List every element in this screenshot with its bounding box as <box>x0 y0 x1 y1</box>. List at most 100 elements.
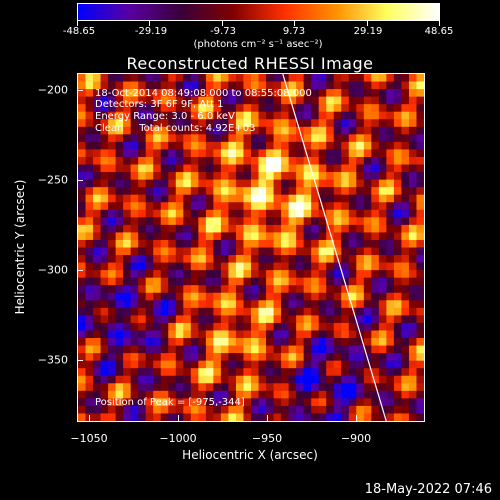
heatmap-pixel <box>213 292 222 301</box>
heatmap-pixel <box>213 96 222 105</box>
heatmap-pixel <box>220 172 230 181</box>
heatmap-pixel <box>168 338 177 347</box>
heatmap-pixel <box>198 96 207 105</box>
heatmap-pixel <box>190 300 199 309</box>
heatmap-pixel <box>145 74 154 83</box>
heatmap-pixel <box>145 383 154 392</box>
heatmap-pixel <box>220 383 230 392</box>
heatmap-pixel <box>130 209 139 218</box>
heatmap-pixel <box>258 172 267 181</box>
heatmap-pixel <box>296 255 305 264</box>
heatmap-pixel <box>213 134 222 143</box>
heatmap-pixel <box>145 111 154 120</box>
heatmap-pixel <box>175 164 184 173</box>
heatmap-pixel <box>386 413 395 421</box>
heatmap-pixel <box>303 390 312 399</box>
heatmap-pixel <box>341 368 350 377</box>
heatmap-pixel <box>198 104 207 113</box>
heatmap-pixel <box>205 104 214 113</box>
heatmap-pixel <box>401 353 410 362</box>
heatmap-pixel <box>183 194 192 203</box>
heatmap-pixel <box>130 224 139 234</box>
heatmap-pixel <box>183 239 192 249</box>
heatmap-pixel <box>228 330 237 339</box>
heatmap-pixel <box>168 255 177 264</box>
heatmap-pixel <box>100 413 109 421</box>
heatmap-pixel <box>371 239 380 249</box>
heatmap-pixel <box>273 119 282 128</box>
heatmap-pixel <box>220 353 230 362</box>
heatmap-pixel <box>258 217 267 226</box>
heatmap-pixel <box>281 89 290 98</box>
heatmap-pixel <box>273 74 282 83</box>
heatmap-pixel <box>78 111 87 120</box>
heatmap-pixel <box>205 164 214 173</box>
heatmap-pixel <box>153 390 162 399</box>
heatmap-pixel <box>228 255 237 264</box>
heatmap-pixel <box>348 217 357 226</box>
heatmap-pixel <box>213 232 222 241</box>
heatmap-pixel <box>281 390 290 399</box>
heatmap-pixel <box>363 292 372 301</box>
heatmap-pixel <box>371 164 380 173</box>
heatmap-pixel <box>333 285 342 294</box>
heatmap-pixel <box>311 255 320 264</box>
heatmap-pixel <box>378 270 387 279</box>
heatmap-pixel <box>266 285 275 294</box>
heatmap-pixel <box>145 247 154 256</box>
heatmap-pixel <box>153 149 162 158</box>
heatmap-pixel <box>386 119 395 128</box>
heatmap-pixel <box>296 360 305 369</box>
heatmap-pixel <box>160 141 169 151</box>
heatmap-pixel <box>326 277 335 286</box>
heatmap-pixel <box>333 398 342 407</box>
heatmap-pixel <box>318 126 327 135</box>
heatmap-pixel <box>348 292 357 301</box>
heatmap-pixel <box>175 255 184 264</box>
heatmap-pixel <box>273 315 282 324</box>
heatmap-pixel <box>326 202 335 211</box>
heatmap-pixel <box>416 315 424 324</box>
heatmap-pixel <box>281 134 290 143</box>
heatmap-pixel <box>168 360 177 369</box>
heatmap-pixel <box>363 360 372 369</box>
heatmap-pixel <box>145 202 154 211</box>
heatmap-pixel <box>258 270 267 279</box>
y-tick-mark <box>77 270 83 271</box>
heatmap-pixel <box>378 239 387 249</box>
heatmap-pixel <box>281 104 290 113</box>
heatmap-pixel <box>281 194 290 203</box>
heatmap-pixel <box>378 111 387 120</box>
heatmap-pixel <box>138 89 147 98</box>
heatmap-pixel <box>228 126 237 135</box>
heatmap-pixel <box>100 300 109 309</box>
heatmap-pixel <box>408 405 418 415</box>
heatmap-pixel <box>78 277 87 286</box>
heatmap-pixel <box>160 398 169 407</box>
heatmap-pixel <box>408 398 418 407</box>
heatmap-pixel <box>311 134 320 143</box>
heatmap-pixel <box>303 413 312 421</box>
heatmap-pixel <box>160 390 169 399</box>
heatmap-pixel <box>78 315 87 324</box>
heatmap-pixel <box>386 96 395 105</box>
heatmap-pixel <box>326 262 335 271</box>
heatmap-pixel <box>258 111 267 120</box>
heatmap-pixel <box>386 338 395 347</box>
heatmap-pixel <box>175 156 184 166</box>
heatmap-pixel <box>220 262 230 271</box>
heatmap-pixel <box>311 285 320 294</box>
heatmap-pixel <box>243 194 252 203</box>
heatmap-pixel <box>145 164 154 173</box>
heatmap-pixel <box>341 156 350 166</box>
heatmap-pixel <box>123 134 132 143</box>
heatmap-pixel <box>175 149 184 158</box>
heatmap-pixel <box>85 134 94 143</box>
heatmap-pixel <box>85 104 94 113</box>
heatmap-pixel <box>318 375 327 384</box>
heatmap-pixel <box>356 224 365 234</box>
heatmap-pixel <box>348 74 357 83</box>
heatmap-pixel <box>243 224 252 234</box>
heatmap-pixel <box>93 270 102 279</box>
heatmap-pixel <box>281 119 290 128</box>
